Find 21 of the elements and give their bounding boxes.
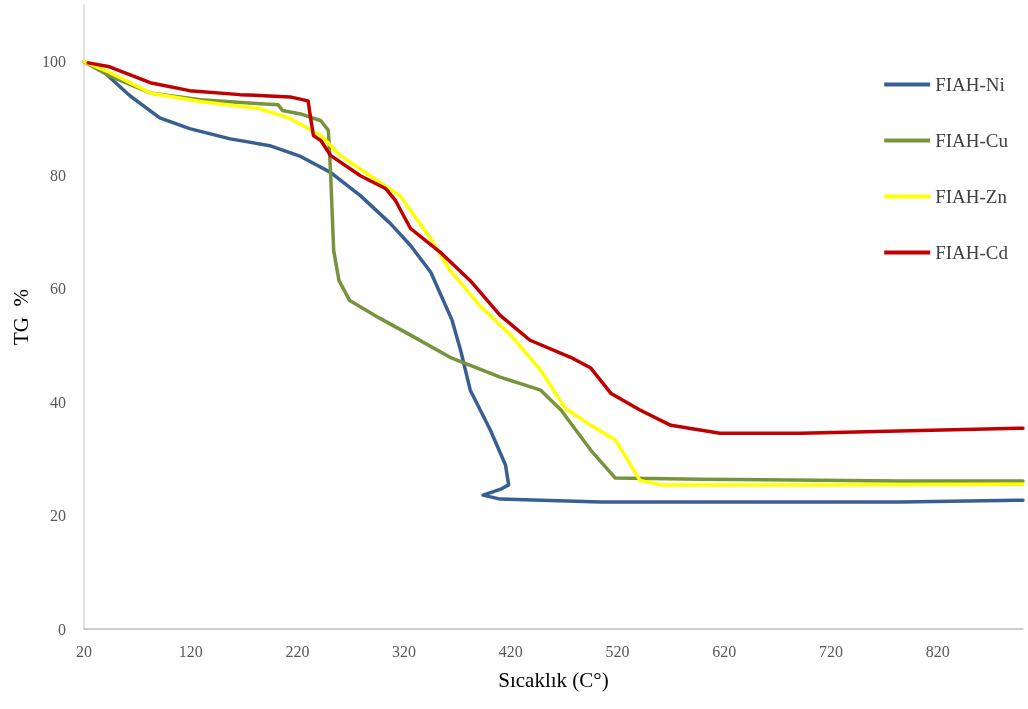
- y-tick-label: 40: [50, 393, 66, 411]
- y-tick-label: 60: [50, 280, 66, 298]
- y-tick-label: 80: [50, 166, 66, 184]
- x-axis-title: Sıcaklık (C°): [498, 667, 609, 692]
- x-tick-label: 420: [498, 642, 523, 660]
- x-tick-label: 220: [285, 642, 310, 660]
- x-tick-label: 720: [818, 642, 843, 660]
- x-tick-label: 520: [605, 642, 630, 660]
- legend-label: FIAH-Ni: [935, 74, 1005, 95]
- legend-label: FIAH-Cd: [935, 242, 1009, 263]
- y-axis-title: TG %: [8, 289, 33, 345]
- x-tick-label: 820: [925, 642, 950, 660]
- y-tick-label: 20: [50, 507, 66, 525]
- x-tick-label: 620: [712, 642, 737, 660]
- legend-label: FIAH-Zn: [935, 186, 1008, 207]
- y-tick-label: 0: [58, 620, 66, 638]
- y-tick-label: 100: [42, 53, 66, 71]
- x-tick-label: 320: [392, 642, 417, 660]
- x-tick-label: 120: [178, 642, 203, 660]
- x-tick-label: 20: [76, 642, 92, 660]
- legend-label: FIAH-Cu: [935, 130, 1009, 151]
